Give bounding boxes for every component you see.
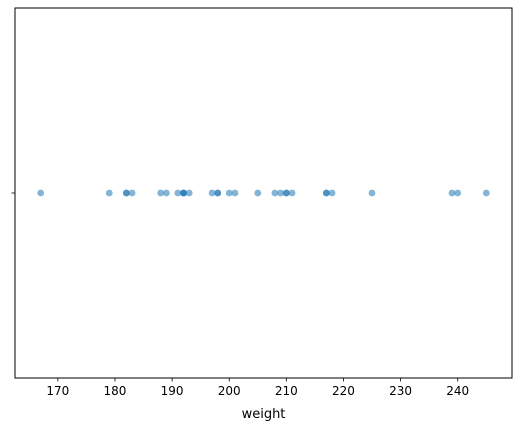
data-point (105, 189, 113, 197)
x-tick-label: 210 (275, 384, 298, 398)
data-point (271, 189, 279, 197)
x-tick-label: 230 (389, 384, 412, 398)
data-point (231, 189, 239, 197)
x-tick-label: 240 (446, 384, 469, 398)
data-point (482, 189, 490, 197)
data-point (174, 189, 182, 197)
data-point (288, 189, 296, 197)
data-point (128, 189, 136, 197)
x-tick-label: 200 (218, 384, 241, 398)
data-point (162, 189, 170, 197)
data-point (454, 189, 462, 197)
x-axis-ticks: 170 180 190 200 210 220 230 240 (46, 378, 469, 398)
x-tick-label: 220 (332, 384, 355, 398)
data-point (214, 189, 222, 197)
plot-area (15, 8, 512, 378)
data-point (37, 189, 45, 197)
plot-frame (14, 7, 513, 379)
data-point (368, 189, 376, 197)
x-tick-label: 180 (104, 384, 127, 398)
data-point (254, 189, 262, 197)
data-point (185, 189, 193, 197)
data-point (322, 189, 330, 197)
x-tick-label: 170 (46, 384, 69, 398)
x-tick-label: 190 (161, 384, 184, 398)
data-point (122, 189, 130, 197)
data-point (157, 189, 165, 197)
data-point (282, 189, 290, 197)
data-points (37, 189, 490, 197)
data-point (225, 189, 233, 197)
data-point (448, 189, 456, 197)
data-point (180, 189, 187, 197)
data-point (328, 189, 336, 197)
data-point (208, 189, 216, 197)
data-point (277, 189, 285, 197)
x-axis-label: weight (242, 407, 286, 422)
